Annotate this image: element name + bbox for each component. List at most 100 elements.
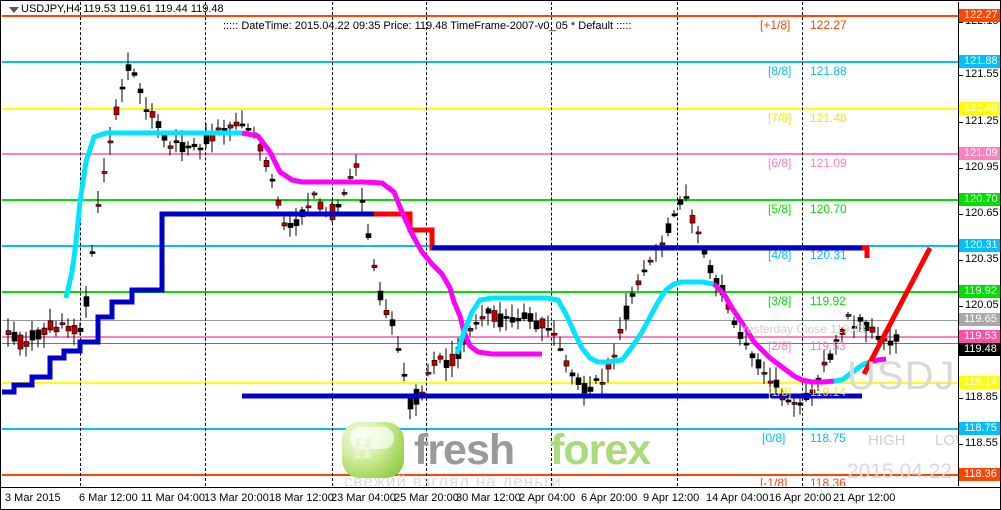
candle-body	[353, 163, 360, 168]
candle-body	[143, 109, 150, 112]
candle-body	[521, 312, 528, 320]
candle-body	[263, 160, 270, 167]
candle-body	[59, 322, 66, 325]
price-badge: 119.53	[959, 330, 1000, 343]
triangle-down-icon[interactable]	[9, 7, 19, 13]
price-tick	[959, 122, 963, 123]
candle-body	[773, 379, 780, 388]
time-tick-label: 23 Mar 04:00	[331, 492, 396, 504]
time-axis[interactable]: 3 Mar 2015 6 Mar 12:00 11 Mar 04:00 13 Mar …	[1, 487, 1000, 509]
price-badge: 119.48	[959, 343, 1000, 356]
indicator-info-label: ::::: DateTime: 2015.04.22 09:35 Price: …	[223, 20, 632, 32]
candle-body	[797, 402, 804, 406]
price-badge: 119.14	[959, 376, 1000, 389]
candle-body	[491, 310, 498, 322]
candle-body	[587, 386, 594, 392]
price-badge: 118.75	[959, 422, 1000, 435]
ma-line-cyan-left	[63, 130, 242, 299]
candle-body	[761, 372, 768, 375]
candle-body	[869, 326, 876, 333]
time-tick-label: 13 Mar 20:00	[204, 492, 269, 504]
candle-body	[65, 325, 72, 332]
candle-body	[113, 106, 120, 116]
time-tick-label: 6 Apr 20:00	[581, 492, 638, 504]
candle-body	[227, 124, 234, 129]
candle-body	[611, 354, 618, 358]
candle-body	[683, 196, 690, 199]
level-line-8-8	[2, 61, 958, 63]
ma-line-magenta	[241, 130, 542, 357]
time-tick-label: 2 Apr 04:00	[519, 492, 576, 504]
level-value-0-8: 118.75	[810, 431, 846, 445]
candle-body	[857, 317, 864, 322]
day-separator	[80, 2, 81, 486]
candle-body	[449, 353, 456, 367]
candle-body	[833, 339, 840, 342]
time-tick-label: 16 Apr 20:00	[769, 492, 832, 504]
candle-body	[635, 280, 642, 286]
candle-body	[575, 377, 582, 385]
level-line-2-8	[2, 336, 958, 338]
candle-body	[827, 353, 834, 360]
candle-body	[509, 317, 516, 323]
price-tick	[959, 22, 963, 23]
pair-watermark: USDJPY	[847, 354, 958, 398]
candle-body	[581, 383, 588, 394]
yesterday-high-line	[2, 320, 958, 321]
candle-body	[485, 308, 492, 314]
chart-plot-area[interactable]: [+1/8] 122.27 [8/8] 121.88 [7/8] 121.48 …	[2, 2, 958, 486]
candle-body	[767, 380, 774, 384]
candle-body	[293, 219, 300, 226]
candle-body	[305, 205, 312, 209]
candle-body	[647, 259, 654, 263]
candle-body	[125, 64, 132, 71]
broker-name-fresh: fresh	[414, 426, 515, 474]
price-tick-label: 121.25	[965, 115, 999, 127]
ma-line-cyan-mid	[454, 279, 715, 365]
candle-body	[365, 233, 372, 238]
level-line-5-8	[2, 199, 958, 201]
candle-body	[497, 313, 504, 328]
candle-body	[563, 360, 570, 367]
day-separator	[426, 2, 427, 486]
level-value-1-8: 119.14	[810, 385, 846, 399]
level-value-3-8: 119.92	[810, 294, 846, 308]
candle-body	[311, 192, 318, 196]
price-tick	[959, 168, 963, 169]
candle-body	[749, 353, 756, 359]
price-tick-label: 120.35	[965, 253, 999, 265]
logo-monogram: ff	[353, 432, 373, 465]
level-name-3-8: [3/8]	[768, 294, 792, 308]
broker-name-forex: forex	[550, 426, 651, 474]
candle-body	[689, 215, 696, 224]
price-tick-label: 118.85	[965, 391, 998, 403]
candle-body	[119, 86, 126, 90]
step-line-red	[374, 211, 870, 258]
candle-body	[659, 242, 666, 246]
candle-body	[89, 251, 96, 254]
time-tick-label: 25 Mar 20:00	[394, 492, 459, 504]
candle-body	[215, 127, 222, 131]
candle-body	[29, 330, 36, 341]
candle-body	[83, 296, 90, 307]
candle-body	[845, 314, 852, 317]
level-value-plus1-8: 122.27	[810, 18, 847, 32]
candle-body	[707, 265, 714, 274]
level-name-minus1-8: [-1/8]	[760, 476, 788, 486]
level-name-1-8: [1/8]	[768, 385, 792, 399]
candle-body	[275, 199, 282, 206]
level-line-1-8	[2, 382, 958, 384]
price-axis[interactable]: 122.15121.55121.25120.95120.65120.35120.…	[958, 2, 1000, 486]
candle-body	[197, 147, 204, 151]
price-tick-label: 121.55	[965, 68, 999, 80]
logo-gloss	[350, 427, 394, 449]
price-tick	[959, 75, 963, 76]
candle-body	[893, 334, 900, 342]
time-tick-label: 3 Mar 2015	[5, 492, 61, 504]
price-badge: 118.36	[959, 468, 1000, 481]
candle-body	[101, 171, 108, 174]
price-tick-label: 118.55	[965, 437, 998, 449]
candle-body	[809, 389, 816, 394]
candle-body	[821, 361, 828, 366]
candle-body	[863, 321, 870, 331]
